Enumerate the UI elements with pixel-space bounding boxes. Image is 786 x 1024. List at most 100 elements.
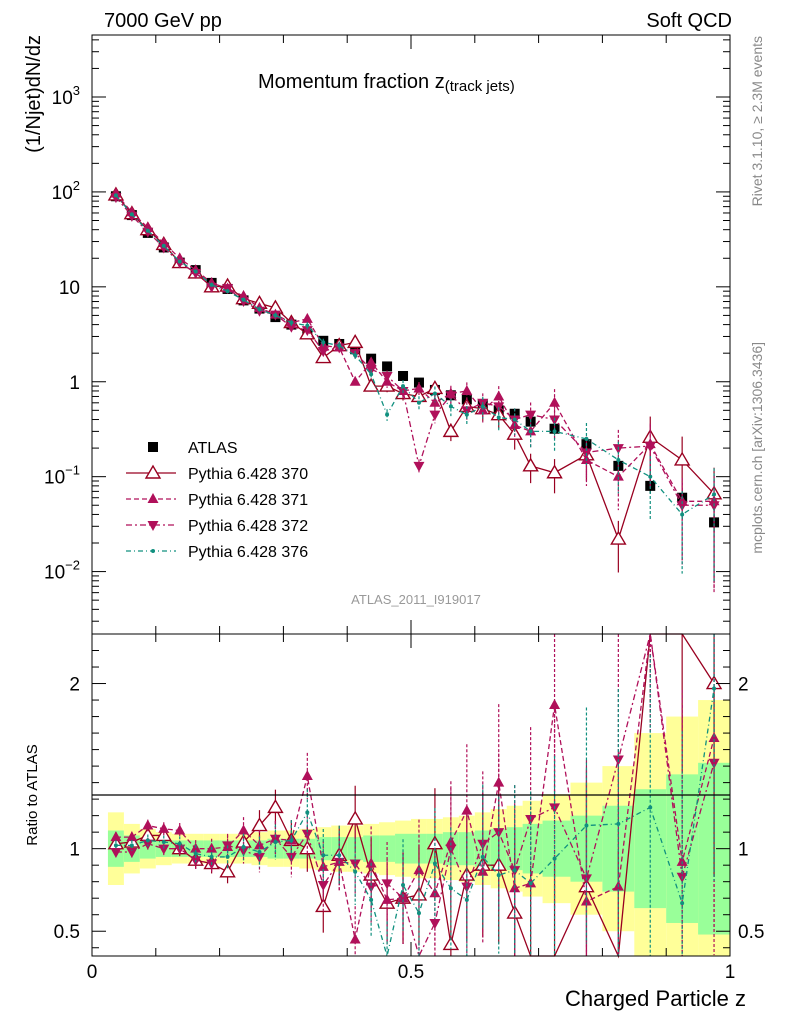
ratio-point [177,841,182,846]
rivet-side-label: Rivet 3.1.10, ≥ 2.3M events [749,36,765,206]
data-point [225,289,230,294]
y-tick-label: 10−1 [44,463,80,489]
ratio-y-axis-label: Ratio to ATLAS [24,744,41,845]
ratio-y-tick-label-right: 0.5 [738,922,764,943]
y-tick-label: 10−2 [44,558,80,584]
data-point [177,259,182,264]
data-point [241,297,246,302]
ratio-y-tick-label-right: 2 [738,675,749,696]
ratio-line [115,633,715,940]
y-tick-exponent: −1 [65,463,80,478]
ratio-point [301,770,313,781]
ratio-series-3 [113,634,717,957]
ratio-point [110,847,122,858]
y-tick-base: 1 [69,373,80,394]
data-point [161,243,166,248]
data-point [610,530,627,545]
data-point [429,410,441,421]
data-point [385,412,390,417]
ratio-point [129,843,134,848]
ratio-point [549,699,561,710]
data-point [528,429,533,434]
data-point [644,442,656,453]
legend-label: Pythia 6.428 372 [188,518,308,535]
x-tick-label: 1 [725,962,736,983]
data-point [461,384,473,395]
ratio-point [321,853,326,858]
ratio-point [145,838,150,843]
ratio-point [113,843,118,848]
plot-title-subscript: (track jets) [445,78,515,95]
ratio-point [461,882,473,893]
data-point [512,417,517,422]
data-point [413,382,425,393]
ratio-point [110,831,122,842]
ratio-point [445,836,457,847]
ratio-point [429,887,441,898]
ratio-point [708,758,720,769]
data-point [525,410,537,421]
ratio-point [174,824,186,835]
ratio-point [158,822,170,833]
ratio-point [126,847,138,858]
y-tick-exponent: −2 [65,558,80,573]
ratio-point [365,882,377,893]
ratio-y-tick-label-left: 2 [69,675,80,696]
data-point [381,371,393,382]
y-tick-label: 102 [52,178,80,204]
ratio-point [648,805,653,810]
data-point [432,391,437,396]
data-point [301,312,313,323]
ratio-point [225,854,230,859]
data-point [369,372,374,377]
y-tick-exponent: 3 [73,83,80,98]
ratio-point [448,886,453,891]
y-tick-base: 10 [52,183,73,204]
data-point [616,457,621,462]
y-tick-exponent: 2 [73,178,80,193]
ratio-point [161,840,166,845]
ratio-point [238,824,250,835]
series-line [115,194,715,516]
data-point [110,193,122,204]
data-point [401,384,406,389]
ratio-point [432,861,437,866]
header-left: 7000 GeV pp [104,10,222,32]
data-point [546,464,563,479]
data-point [145,228,150,233]
ratio-point [525,814,537,825]
data-point [416,400,421,405]
ratio-point [369,897,374,902]
ratio-point [401,882,406,887]
y-tick-label: 10 [59,278,80,299]
ratio-point [219,863,236,878]
legend-item: Pythia 6.428 370 [126,464,308,483]
ratio-point [257,849,262,854]
ratio-point [461,804,473,815]
ratio-point [337,853,342,858]
data-point [113,193,118,198]
legend-item: ATLAS [148,440,238,457]
legend-item: Pythia 6.428 376 [126,544,308,561]
ratio-line [115,688,715,957]
data-point [413,461,425,472]
legend-marker [151,549,155,553]
data-point [493,390,505,401]
ratio-point [209,854,214,859]
data-point [142,227,154,238]
data-point [398,370,409,381]
data-point [648,474,653,479]
data-point [464,412,469,417]
ratio-point [584,823,589,828]
y-tick-base: 10 [44,468,65,489]
data-point [365,356,377,367]
ratio-point [353,869,358,874]
plot-title-variable: z [435,71,445,93]
data-point [190,268,202,279]
data-point [346,333,364,349]
x-tick-label: 0 [87,962,98,983]
data-point [673,451,691,466]
series-4 [113,193,717,584]
data-point [382,361,393,372]
